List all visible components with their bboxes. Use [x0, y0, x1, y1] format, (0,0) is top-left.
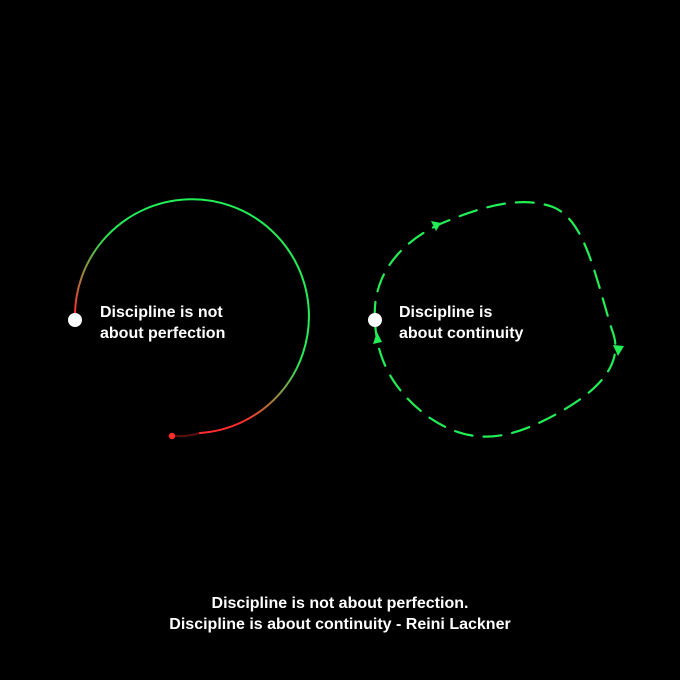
right-label-line2: about continuity [399, 325, 524, 342]
perfection-arc [73, 198, 310, 438]
right-label-line1: Discipline is [399, 304, 493, 321]
arrow-head-top [431, 221, 441, 231]
left-start-dot [68, 313, 82, 327]
arc-main-path [73, 198, 310, 434]
quote-line2: Discipline is about continuity - Reini L… [169, 616, 511, 633]
left-label-line1: Discipline is not [100, 304, 223, 321]
left-label-line2: about perfection [100, 325, 226, 342]
arc-tail-path [175, 432, 201, 438]
quote-line1: Discipline is not about perfection. [211, 595, 469, 612]
left-label: Discipline is not about perfection [100, 302, 225, 344]
right-start-dot [368, 313, 382, 327]
arrow-head-left [373, 332, 382, 344]
left-end-dot [168, 432, 176, 440]
arrow-head-right [613, 345, 624, 356]
quote-caption: Discipline is not about perfection. Disc… [0, 593, 680, 635]
right-label: Discipline is about continuity [399, 302, 523, 344]
